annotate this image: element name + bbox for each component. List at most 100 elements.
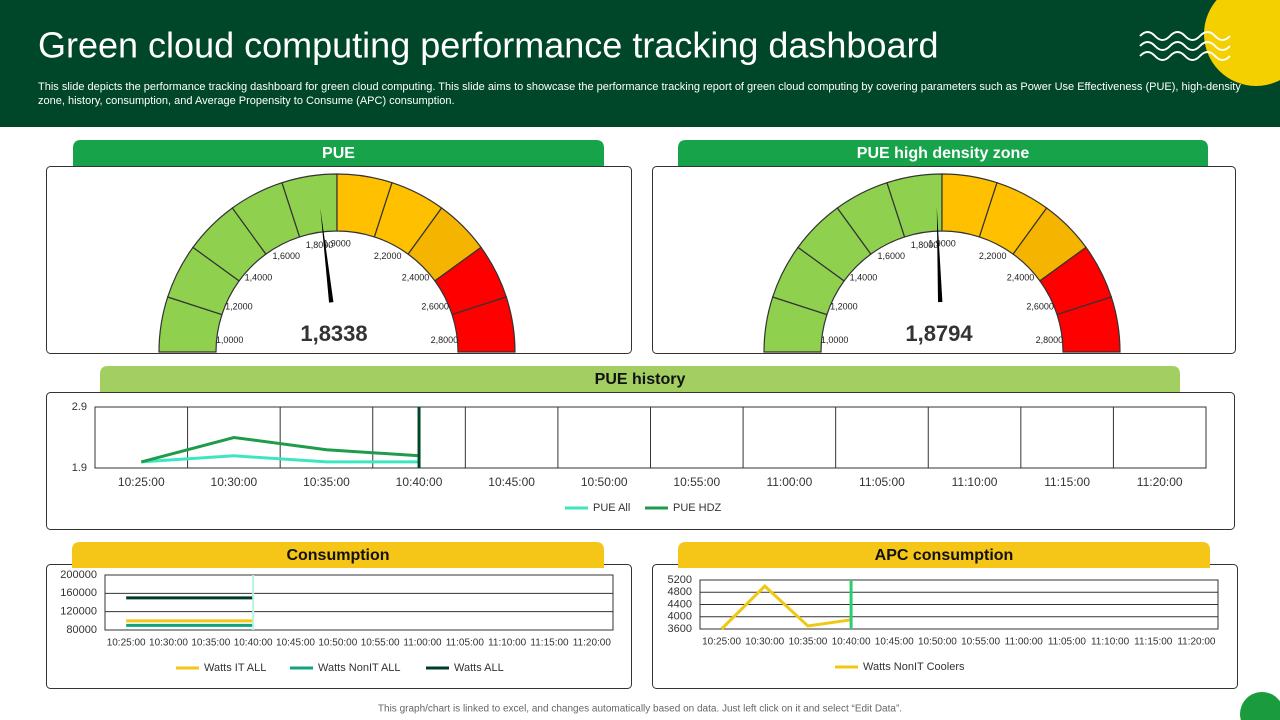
y-tick-label: 4400	[668, 598, 692, 610]
section-header	[678, 542, 1210, 568]
x-tick-label: 10:55:00	[361, 638, 400, 649]
gauge-tick-label: 2,6000	[1026, 301, 1054, 311]
gauge-tick-label: 2,6000	[421, 301, 449, 311]
section-title: PUE high density zone	[857, 145, 1030, 162]
y-tick-label: 80000	[66, 624, 97, 636]
page-description: This slide depicts the performance track…	[38, 81, 1241, 107]
x-tick-label: 10:45:00	[276, 638, 315, 649]
header-band	[0, 0, 1280, 127]
x-tick-label: 11:10:00	[952, 475, 998, 489]
gauge-tick-label: 1,9000	[928, 238, 956, 248]
x-tick-label: 11:05:00	[1048, 637, 1087, 648]
y-tick-label: 4000	[668, 611, 692, 623]
gauge-tick-label: 2,2000	[374, 251, 402, 261]
x-tick-label: 10:35:00	[191, 638, 230, 649]
x-tick-label: 10:25:00	[118, 475, 165, 489]
gauge-tick-label: 2,2000	[979, 251, 1007, 261]
gauge-tick-label: 1,0000	[821, 335, 849, 345]
x-tick-label: 10:35:00	[788, 637, 827, 648]
x-tick-label: 10:45:00	[488, 475, 535, 489]
gauge-value: 1,8338	[300, 321, 367, 346]
x-tick-label: 11:15:00	[1134, 637, 1173, 648]
legend-label: Watts NonIT ALL	[318, 662, 401, 674]
series-line	[140, 435, 420, 464]
x-tick-label: 10:50:00	[581, 475, 628, 489]
x-tick-label: 11:15:00	[1044, 475, 1090, 489]
section-header	[73, 140, 604, 166]
x-tick-label: 11:05:00	[859, 475, 905, 489]
legend-label: Watts NonIT Coolers	[863, 661, 965, 673]
footer-note: This graph/chart is linked to excel, and…	[378, 704, 902, 715]
gauge-tick-label: 1,6000	[273, 251, 301, 261]
series-line	[141, 454, 420, 464]
legend-label: Watts IT ALL	[204, 662, 266, 674]
x-tick-label: 11:15:00	[530, 638, 569, 649]
x-tick-label: 10:25:00	[107, 638, 146, 649]
x-tick-label: 10:25:00	[702, 637, 741, 648]
x-tick-label: 11:20:00	[573, 638, 612, 649]
x-tick-label: 11:20:00	[1177, 637, 1216, 648]
x-tick-label: 10:30:00	[211, 475, 258, 489]
y-tick-label: 160000	[60, 587, 97, 599]
legend-label: Watts ALL	[454, 662, 504, 674]
panel	[46, 392, 1235, 530]
x-tick-label: 10:55:00	[961, 637, 1000, 648]
section-header	[72, 542, 604, 568]
legend-label: PUE HDZ	[673, 502, 722, 514]
gauge-tick-label: 1,6000	[878, 251, 906, 261]
x-tick-label: 11:00:00	[1005, 637, 1044, 648]
x-tick-label: 11:10:00	[488, 638, 527, 649]
y-tick-label: 200000	[60, 569, 97, 581]
x-tick-label: 10:50:00	[318, 638, 357, 649]
gauge-tick-label: 1,0000	[216, 335, 244, 345]
section-header	[678, 140, 1208, 166]
x-tick-label: 10:40:00	[396, 475, 443, 489]
x-tick-label: 11:00:00	[403, 638, 442, 649]
gauge-tick-label: 1,8000	[911, 240, 939, 250]
section-title: PUE history	[595, 371, 686, 388]
gauge-band	[451, 296, 516, 353]
gauge-needle	[320, 207, 334, 303]
gauge-tick-label: 2,4000	[402, 272, 430, 282]
gauge-tick-label: 2,8000	[431, 335, 459, 345]
x-tick-label: 11:20:00	[1137, 475, 1183, 489]
section-title: APC consumption	[875, 547, 1014, 564]
x-tick-label: 11:10:00	[1091, 637, 1130, 648]
gauge-tick-label: 2,8000	[1036, 335, 1064, 345]
x-tick-label: 10:45:00	[875, 637, 914, 648]
panel	[46, 166, 632, 354]
x-tick-label: 11:00:00	[766, 475, 812, 489]
decor-waves	[1139, 31, 1231, 61]
x-tick-label: 10:30:00	[149, 638, 188, 649]
gauge-tick-label: 2,4000	[1007, 272, 1035, 282]
y-tick-label: 5200	[668, 574, 692, 586]
x-tick-label: 10:50:00	[918, 637, 957, 648]
x-tick-label: 11:05:00	[446, 638, 485, 649]
y-tick-label: 2.9	[72, 401, 87, 413]
section-title: Consumption	[286, 547, 389, 564]
y-tick-label: 4800	[668, 586, 692, 598]
gauge-tick-label: 1,9000	[323, 238, 351, 248]
section-title: PUE	[322, 145, 355, 162]
series-line	[720, 584, 852, 631]
gauge-tick-label: 1,4000	[850, 272, 878, 282]
x-tick-label: 10:40:00	[832, 637, 871, 648]
x-tick-label: 10:40:00	[234, 638, 273, 649]
y-tick-label: 3600	[668, 623, 692, 635]
panel	[652, 166, 1236, 354]
gauge-tick-label: 1,4000	[245, 272, 273, 282]
page-title: Green cloud computing performance tracki…	[38, 25, 939, 66]
section-header	[100, 366, 1180, 392]
gauge-tick-label: 1,8000	[306, 240, 334, 250]
gauge-value: 1,8794	[905, 321, 973, 346]
x-tick-label: 10:55:00	[673, 475, 720, 489]
legend-label: PUE All	[593, 502, 630, 514]
decor-circle	[1240, 692, 1280, 720]
x-tick-label: 10:35:00	[303, 475, 350, 489]
gauge-needle	[936, 207, 943, 303]
decor-circle	[1204, 0, 1280, 86]
wave	[1139, 51, 1231, 61]
gauge-band	[1056, 296, 1121, 353]
